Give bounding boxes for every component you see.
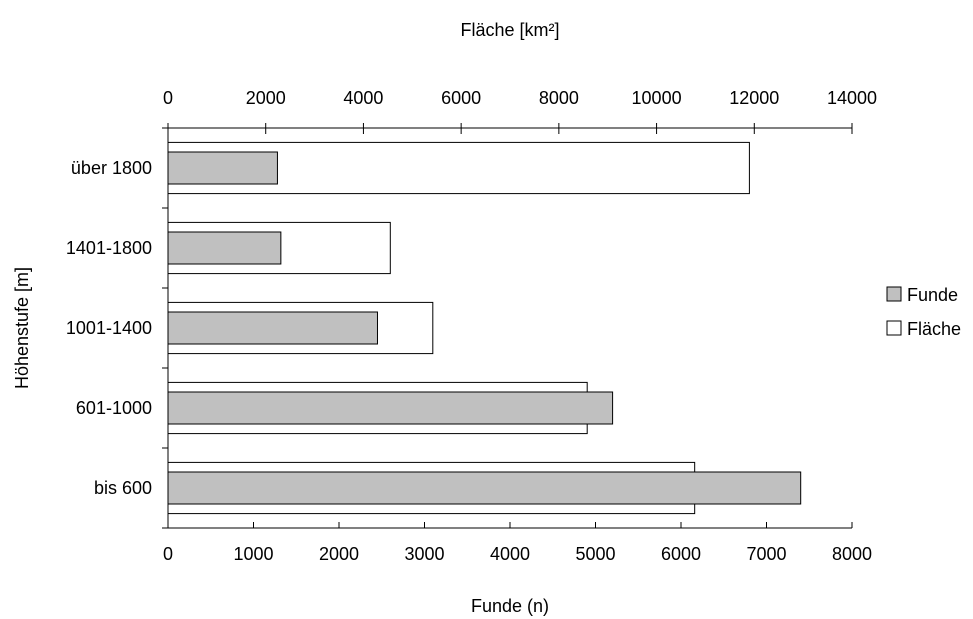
bar-funde <box>167 391 614 425</box>
axes-layer <box>162 123 853 529</box>
category-label: über 1800 <box>71 158 152 178</box>
legend-swatch <box>886 320 902 336</box>
x2-tick-label: 12000 <box>729 88 779 108</box>
bars-layer <box>167 141 802 515</box>
category-label: bis 600 <box>94 478 152 498</box>
category-label: 1401-1800 <box>66 238 152 258</box>
x-tick-label: 4000 <box>490 544 530 564</box>
x-tick-label: 3000 <box>404 544 444 564</box>
x-tick-label: 6000 <box>661 544 701 564</box>
x-tick-label: 5000 <box>575 544 615 564</box>
legend-label: Funde <box>907 285 958 305</box>
x-tick-label: 1000 <box>233 544 273 564</box>
x-tick-label: 2000 <box>319 544 359 564</box>
x2-tick-label: 14000 <box>827 88 877 108</box>
x2-tick-label: 8000 <box>539 88 579 108</box>
y-axis-title: Höhenstufe [m] <box>12 267 32 389</box>
x2-tick-label: 10000 <box>632 88 682 108</box>
x2-tick-label: 6000 <box>441 88 481 108</box>
legend-swatch <box>886 286 902 302</box>
legend: Funde Fläche <box>886 285 961 339</box>
x-tick-label: 0 <box>163 544 173 564</box>
text-layer: 0 1000 2000 3000 4000 5000 6000 7000 8000 0 2000 40… <box>12 20 877 616</box>
x-tick-label: 7000 <box>746 544 786 564</box>
x2-tick-label: 4000 <box>343 88 383 108</box>
bar-funde <box>167 231 282 265</box>
category-label: 601-1000 <box>76 398 152 418</box>
legend-label: Fläche <box>907 319 961 339</box>
x-tick-label: 8000 <box>832 544 872 564</box>
x2-axis-title: Fläche [km²] <box>460 20 559 40</box>
x2-tick-label: 2000 <box>246 88 286 108</box>
category-label: 1001-1400 <box>66 318 152 338</box>
bar-funde <box>167 311 378 345</box>
bar-funde <box>167 471 802 505</box>
x2-tick-label: 0 <box>163 88 173 108</box>
x-axis-title: Funde (n) <box>471 596 549 616</box>
bar-funde <box>167 151 278 185</box>
